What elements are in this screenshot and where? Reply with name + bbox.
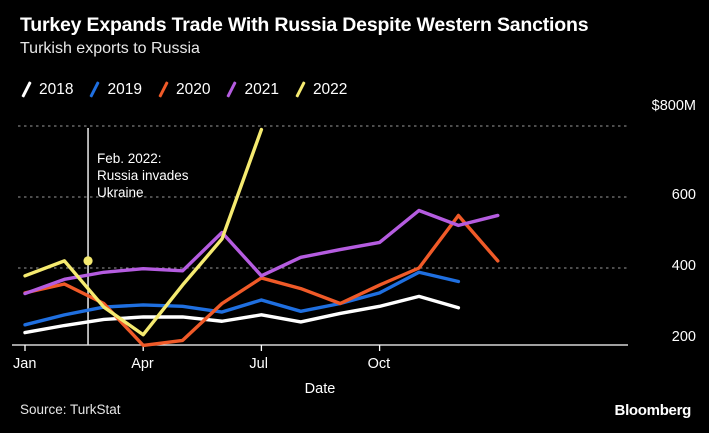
legend-item-2019[interactable]: 2019	[88, 82, 141, 98]
x-axis-tick-oct: Oct	[367, 356, 391, 372]
legend-label: 2022	[312, 81, 348, 98]
bloomberg-logo: Bloomberg	[614, 402, 692, 419]
series-line-2021	[23, 208, 500, 296]
legend-label: 2018	[39, 81, 74, 98]
legend-item-2018[interactable]: 2018	[20, 82, 73, 98]
x-axis-tick-apr: Apr	[131, 356, 154, 372]
source-note: Source: TurkStat	[20, 402, 121, 417]
series-line-2019	[23, 270, 461, 327]
y-axis-tick-600: 600	[671, 187, 696, 203]
y-axis-tick-400: 400	[671, 258, 696, 274]
annotation-line-1: Feb. 2022:	[97, 151, 162, 166]
legend-label: 2019	[107, 81, 142, 98]
chart-legend: 2018 2019 2020 2021 2022	[20, 82, 362, 98]
x-axis-tick-jul: Jul	[249, 356, 268, 372]
series-line-2022	[23, 127, 264, 337]
x-axis-title: Date	[304, 381, 336, 397]
x-axis-tick-jan: Jan	[13, 356, 37, 372]
legend-label: 2021	[244, 81, 279, 98]
event-annotation: Feb. 2022: Russia invades Ukraine	[97, 150, 189, 201]
event-marker-dot	[83, 256, 93, 266]
y-axis-unit-label: $800M	[651, 98, 696, 114]
series-line-2018	[23, 294, 461, 335]
y-axis-tick-200: 200	[671, 329, 696, 345]
page-title: Turkey Expands Trade With Russia Despite…	[20, 14, 589, 36]
annotation-line-2: Russia invades	[97, 168, 189, 183]
legend-item-2020[interactable]: 2020	[157, 82, 210, 98]
annotation-line-3: Ukraine	[97, 185, 144, 200]
legend-item-2021[interactable]: 2021	[225, 82, 278, 98]
series-line-2020	[23, 213, 500, 348]
legend-label: 2020	[175, 81, 211, 98]
legend-item-2022[interactable]: 2022	[294, 82, 347, 98]
page-subtitle: Turkish exports to Russia	[20, 40, 200, 57]
